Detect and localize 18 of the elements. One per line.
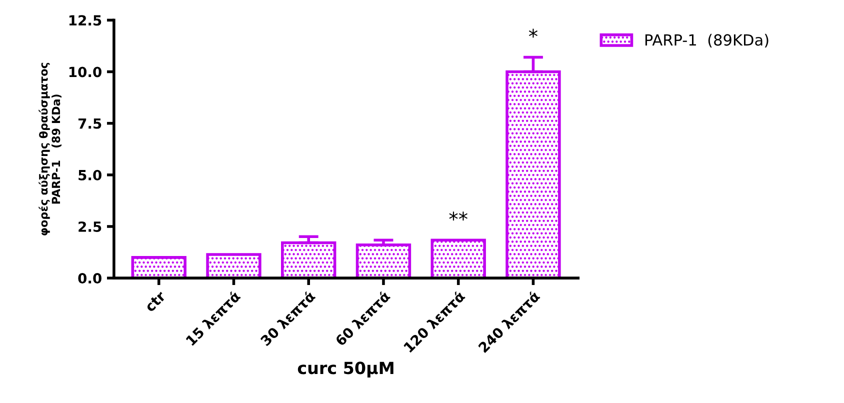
bar (356, 243, 412, 278)
y-tick-label: 10.0 (69, 66, 102, 78)
bar (206, 253, 262, 278)
bar (281, 241, 336, 278)
annotation: * (528, 28, 538, 38)
y-tick-label: 0.0 (78, 273, 102, 284)
x-tick-label: ctr (144, 290, 166, 312)
bar (430, 238, 486, 278)
legend-label: PARP-1 (89KDa) (645, 34, 768, 48)
bar (506, 70, 561, 278)
y-tick-label: 2.5 (78, 221, 102, 232)
y-tick-label: 7.5 (78, 118, 102, 129)
y-tick-label: 5.0 (78, 170, 102, 180)
x-axis-title: curc 50μM (298, 362, 394, 378)
annotation: ** (449, 212, 468, 220)
y-axis-title: φορές αύξησης θραύσματος PARP-1 (89 KDa) (38, 62, 62, 236)
y-tick-label: 12.5 (69, 15, 102, 26)
bar (131, 256, 186, 278)
